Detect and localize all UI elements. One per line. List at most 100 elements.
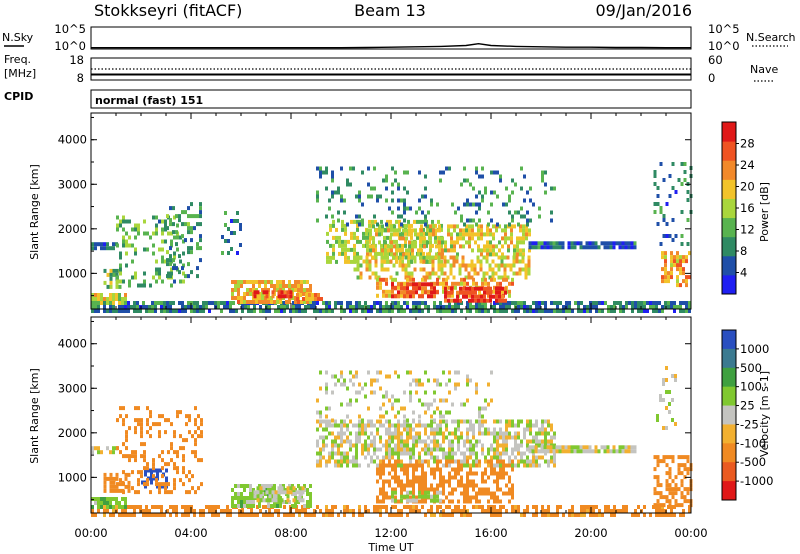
heat-cell — [502, 289, 505, 294]
heat-cell — [520, 513, 523, 517]
heat-cell — [460, 483, 463, 488]
heat-cell — [540, 241, 544, 246]
heat-cell — [422, 219, 425, 224]
heat-cell — [487, 427, 490, 432]
heat-cell — [358, 198, 361, 203]
heat-cell — [522, 232, 525, 237]
heat-cell — [475, 309, 478, 313]
heat-cell — [184, 505, 187, 509]
heat-cell — [300, 300, 303, 304]
heat-cell — [662, 495, 666, 500]
heat-cell — [686, 190, 690, 194]
heat-cell — [438, 236, 441, 241]
heat-cell — [659, 162, 663, 166]
heat-cell — [607, 309, 610, 313]
heat-cell — [366, 244, 369, 249]
heat-cell — [435, 244, 438, 249]
heat-cell — [326, 255, 329, 260]
heat-cell — [412, 282, 415, 287]
heat-cell — [146, 478, 149, 483]
heat-cell — [152, 251, 155, 256]
heat-cell — [403, 309, 406, 313]
heat-cell — [158, 267, 161, 272]
heat-cell — [364, 301, 367, 305]
heat-cell — [553, 435, 556, 440]
heat-cell — [442, 451, 445, 456]
heat-cell — [374, 275, 378, 280]
heat-cell — [677, 467, 681, 472]
heat-cell — [674, 374, 677, 378]
heat-cell — [371, 255, 375, 260]
heat-cell — [283, 505, 286, 509]
heat-cell — [356, 267, 360, 272]
heat-cell — [232, 309, 235, 313]
heat-cell — [552, 445, 556, 450]
heat-cell — [197, 426, 200, 431]
heat-cell — [418, 286, 421, 291]
heat-cell — [677, 463, 681, 468]
heat-cell — [316, 459, 319, 464]
freq-panel — [90, 57, 692, 81]
heat-cell — [535, 455, 538, 460]
heat-cell — [127, 513, 130, 517]
heat-cell — [520, 459, 523, 464]
heat-cell — [683, 487, 687, 492]
heat-cell — [403, 170, 406, 175]
heat-cell — [128, 454, 131, 459]
heat-cell — [439, 447, 442, 452]
heat-cell — [522, 240, 525, 245]
heat-cell — [243, 484, 246, 488]
heat-cell — [457, 206, 460, 211]
heat-cell — [155, 267, 158, 272]
heat-cell — [469, 305, 472, 309]
heat-cell — [109, 309, 112, 313]
heat-cell — [457, 505, 460, 509]
heat-cell — [385, 419, 388, 424]
heat-cell — [439, 490, 442, 495]
heat-cell — [493, 309, 496, 313]
heat-cell — [460, 479, 463, 484]
heat-cell — [448, 305, 451, 309]
heat-cell — [164, 259, 167, 264]
heat-cell — [496, 431, 499, 436]
heat-cell — [668, 483, 672, 488]
heat-cell — [510, 232, 513, 237]
heat-cell — [256, 498, 260, 503]
heat-cell — [567, 445, 571, 450]
heat-cell — [518, 259, 522, 264]
heat-cell — [406, 286, 409, 291]
heat-cell — [448, 309, 451, 313]
heat-cell — [240, 280, 243, 284]
heat-cell — [532, 451, 535, 456]
heat-cell — [420, 236, 423, 241]
heat-cell — [358, 305, 361, 309]
heat-cell — [412, 443, 415, 448]
heat-cell — [134, 418, 137, 423]
heat-cell — [680, 234, 684, 238]
heat-cell — [340, 374, 343, 379]
heat-cell — [442, 309, 445, 313]
heat-cell — [157, 513, 160, 517]
heat-cell — [505, 431, 508, 436]
heat-cell — [485, 271, 489, 276]
heat-cell — [158, 219, 161, 224]
heat-cell — [137, 223, 140, 228]
heat-cell — [656, 202, 660, 206]
heat-cell — [430, 402, 433, 407]
heat-cell — [358, 190, 361, 195]
heat-cell — [662, 214, 666, 218]
heat-cell — [331, 178, 334, 183]
heat-cell — [249, 492, 252, 496]
heat-cell — [235, 309, 238, 313]
heat-cell — [469, 218, 472, 223]
heat-cell — [475, 281, 478, 286]
heat-cell — [522, 252, 525, 257]
heat-cell — [466, 301, 469, 305]
heat-cell — [190, 202, 193, 207]
heat-cell — [469, 495, 472, 500]
heat-cell — [481, 431, 484, 436]
heat-cell — [115, 505, 118, 509]
heat-cell — [364, 439, 367, 444]
heat-cell — [421, 447, 424, 452]
heat-cell — [388, 431, 391, 436]
